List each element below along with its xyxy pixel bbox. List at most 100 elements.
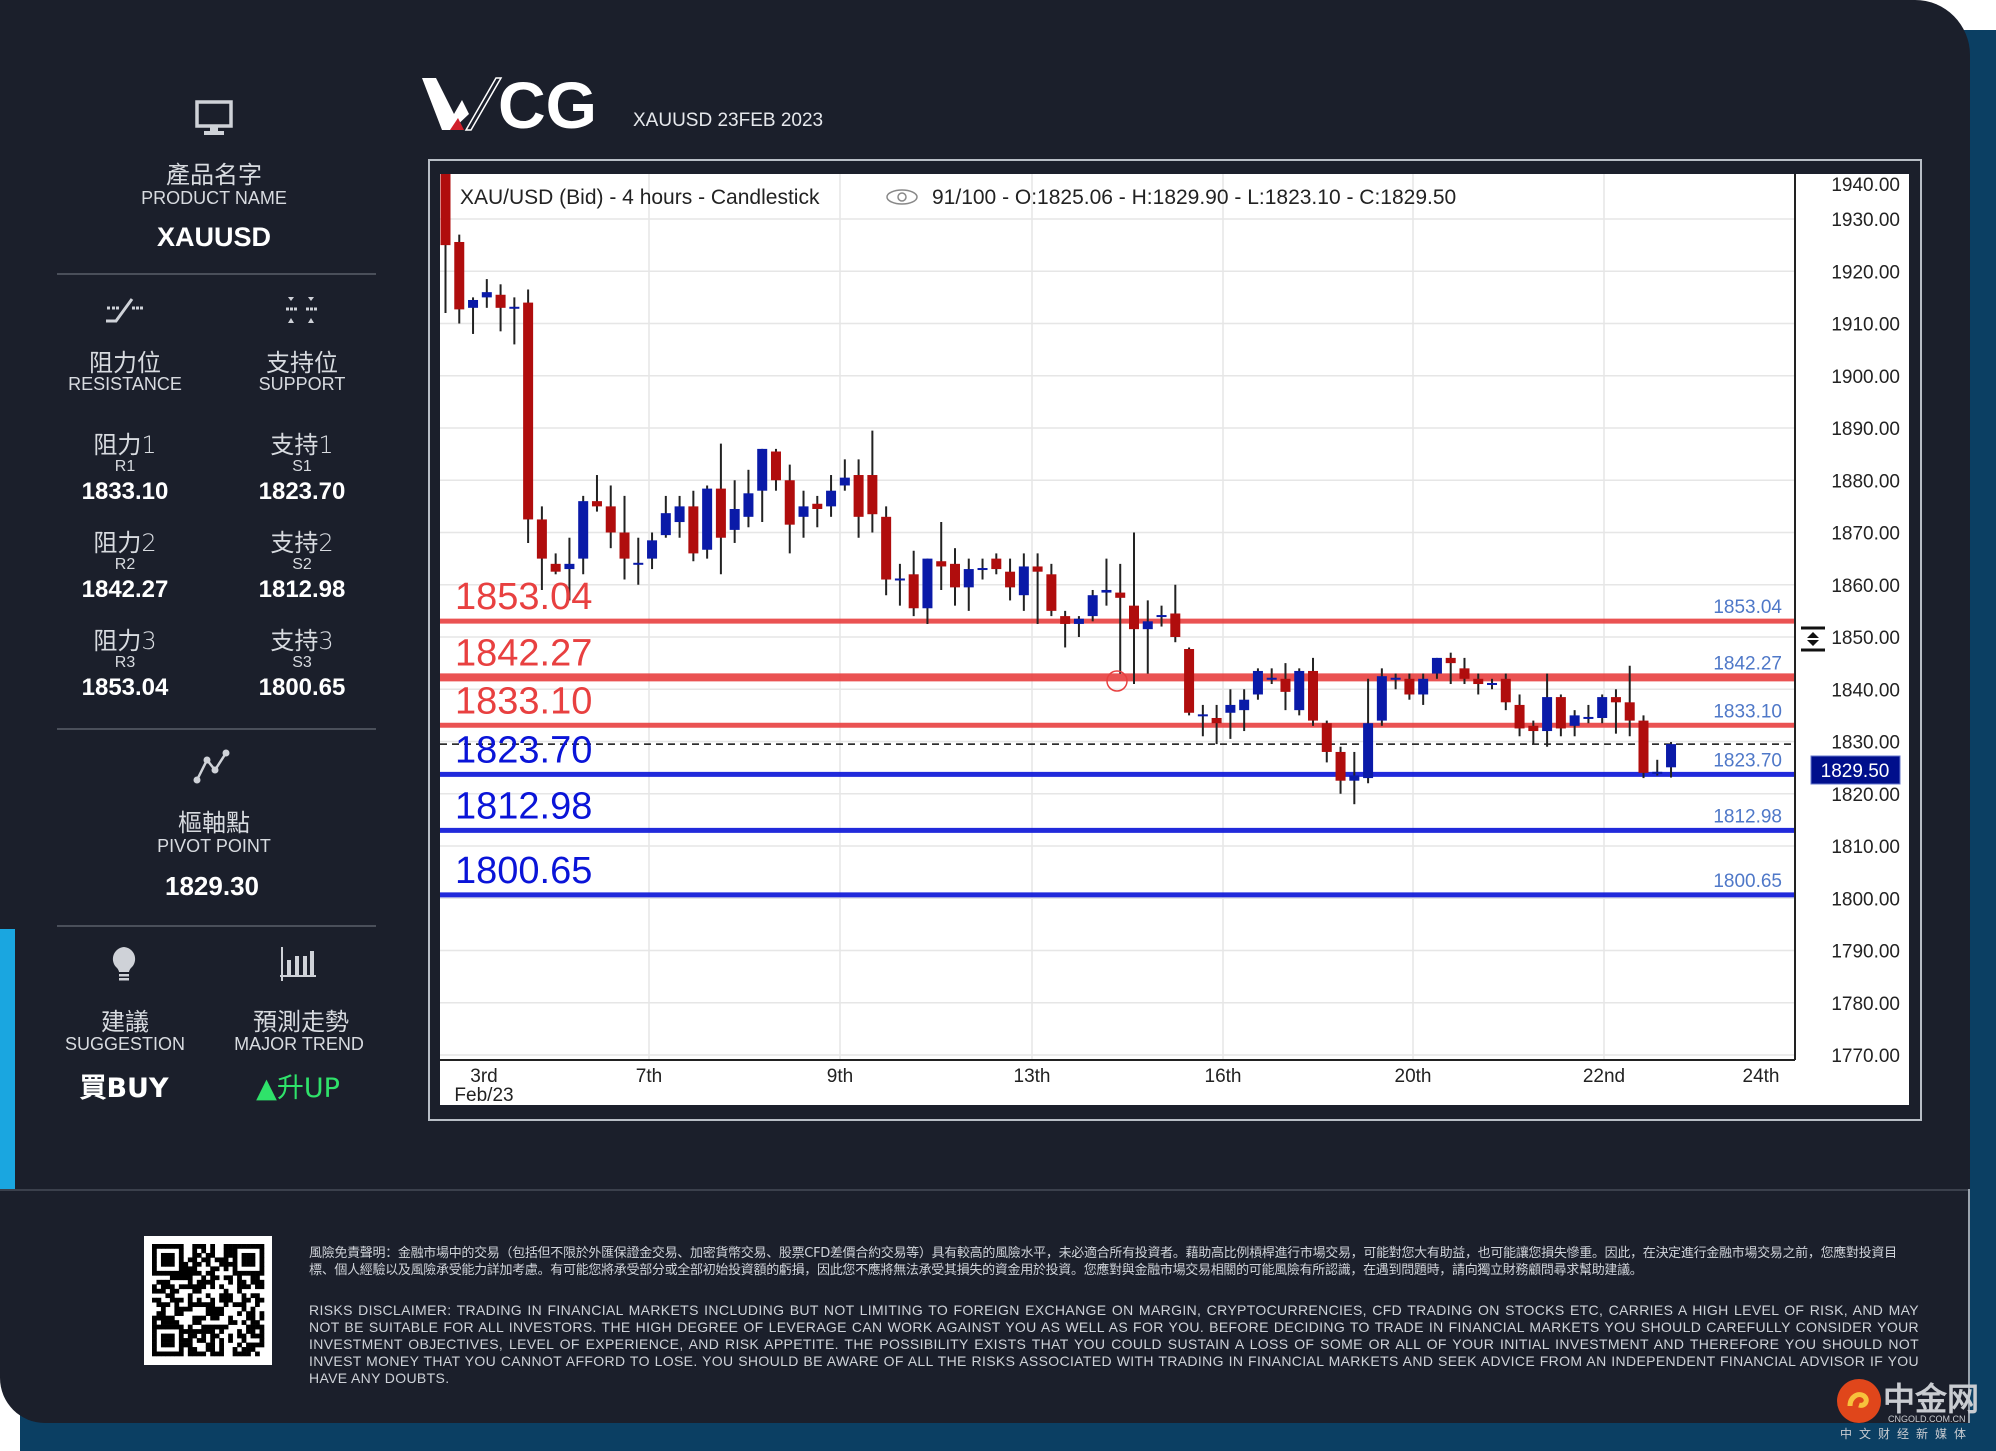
qr-module bbox=[174, 1275, 180, 1281]
qr-module bbox=[228, 1279, 233, 1285]
qr-module bbox=[201, 1279, 207, 1285]
qr-module bbox=[259, 1252, 265, 1258]
qr-module bbox=[183, 1329, 189, 1334]
y-tick-label: 1780.00 bbox=[1831, 994, 1900, 1015]
qr-module bbox=[237, 1279, 242, 1285]
qr-module bbox=[210, 1311, 216, 1316]
candle-body bbox=[688, 506, 699, 554]
qr-module bbox=[259, 1297, 265, 1303]
candle-body bbox=[729, 508, 740, 530]
qr-module bbox=[246, 1284, 251, 1290]
qr-module bbox=[201, 1324, 207, 1330]
r2-value: 1842.27 bbox=[81, 576, 169, 603]
chart-area[interactable]: 1853.04 1853.04 1842.27 1842.27 1833.10 1833.… bbox=[440, 161, 1909, 1106]
candle-body bbox=[1142, 621, 1153, 630]
qr-module bbox=[250, 1275, 256, 1281]
qr-module bbox=[246, 1347, 251, 1352]
bar-chart-icon bbox=[280, 947, 316, 981]
qr-module bbox=[169, 1288, 175, 1294]
qr-module bbox=[259, 1270, 265, 1276]
qr-module bbox=[196, 1261, 202, 1267]
qr-module bbox=[160, 1311, 166, 1316]
qr-module bbox=[223, 1248, 229, 1254]
qr-module bbox=[237, 1244, 242, 1249]
drag-handle-icon[interactable] bbox=[1801, 626, 1825, 652]
qr-module bbox=[219, 1347, 224, 1352]
qr-module bbox=[259, 1279, 265, 1285]
qr-module bbox=[178, 1347, 184, 1352]
qr-module bbox=[165, 1252, 171, 1258]
accent-bar bbox=[0, 929, 15, 1190]
qr-module bbox=[259, 1311, 265, 1316]
x-tick-label: 16th bbox=[1205, 1066, 1242, 1087]
cngold-tagline: 中文财经新媒体 bbox=[1840, 1427, 1974, 1441]
qr-module bbox=[210, 1248, 216, 1254]
qr-module bbox=[219, 1284, 224, 1290]
r2-code: R2 bbox=[114, 556, 136, 573]
x-tick-label: 20th bbox=[1395, 1066, 1432, 1087]
suggestion-label-en: SUGGESTION bbox=[64, 1034, 186, 1054]
qr-module bbox=[241, 1257, 247, 1263]
qr-code[interactable] bbox=[144, 1236, 272, 1365]
qr-module bbox=[250, 1252, 256, 1258]
qr-module bbox=[246, 1351, 251, 1357]
qr-module bbox=[192, 1347, 198, 1352]
pivot-label-zh: 樞軸點 bbox=[178, 809, 250, 837]
eye-icon[interactable] bbox=[886, 189, 918, 205]
y-tick-label: 1800.00 bbox=[1831, 889, 1900, 910]
qr-module bbox=[237, 1342, 242, 1348]
candle-body bbox=[1597, 697, 1608, 718]
qr-module bbox=[165, 1342, 171, 1348]
qr-module bbox=[169, 1297, 175, 1303]
candle bbox=[1624, 665, 1635, 737]
qr-module bbox=[250, 1324, 256, 1330]
s3-label-zh: 支持3 bbox=[270, 627, 334, 655]
level-label-right: 1812.98 bbox=[1713, 806, 1782, 827]
qr-module bbox=[223, 1275, 229, 1281]
candle bbox=[908, 550, 919, 617]
s3-value: 1800.65 bbox=[258, 674, 346, 701]
candle-body bbox=[1046, 574, 1057, 611]
qr-module bbox=[214, 1315, 220, 1321]
qr-module bbox=[201, 1333, 207, 1339]
qr-module bbox=[201, 1302, 207, 1308]
qr-module bbox=[259, 1266, 265, 1272]
candle bbox=[963, 558, 974, 611]
x-tick-label: 24th bbox=[1743, 1066, 1780, 1087]
candle bbox=[1404, 673, 1415, 700]
qr-module bbox=[192, 1315, 198, 1321]
candle bbox=[1555, 694, 1566, 737]
qr-module bbox=[187, 1297, 193, 1303]
qr-module bbox=[214, 1351, 220, 1357]
candle bbox=[1363, 678, 1374, 784]
qr-module bbox=[228, 1275, 233, 1281]
candle bbox=[1459, 657, 1470, 685]
candle-body bbox=[647, 540, 658, 559]
qr-module bbox=[152, 1324, 157, 1330]
candle-body bbox=[1487, 682, 1498, 685]
x-tick-label: 13th bbox=[1014, 1066, 1051, 1087]
candle-body bbox=[839, 477, 850, 486]
qr-module bbox=[152, 1333, 157, 1339]
candle-body bbox=[757, 448, 768, 491]
qr-module bbox=[210, 1279, 216, 1285]
divider bbox=[57, 925, 376, 927]
qr-module bbox=[241, 1252, 247, 1258]
qr-module bbox=[237, 1351, 242, 1357]
candle-body bbox=[1610, 697, 1621, 703]
candle-body bbox=[1060, 616, 1071, 624]
y-tick-label: 1830.00 bbox=[1831, 733, 1900, 754]
qr-module bbox=[255, 1270, 260, 1276]
qr-module bbox=[174, 1324, 180, 1330]
qr-module bbox=[205, 1329, 211, 1334]
candle-body bbox=[1500, 678, 1511, 703]
qr-module bbox=[152, 1347, 157, 1352]
qr-module bbox=[174, 1270, 180, 1276]
qr-module bbox=[178, 1342, 184, 1348]
y-tick-label: 1860.00 bbox=[1831, 576, 1900, 597]
qr-module bbox=[174, 1320, 180, 1325]
candlestick-chart[interactable]: 1853.04 1853.04 1842.27 1842.27 1833.10 1833.… bbox=[440, 161, 1909, 1106]
candle bbox=[1266, 668, 1277, 685]
qr-module bbox=[178, 1329, 184, 1334]
qr-module bbox=[241, 1270, 247, 1276]
